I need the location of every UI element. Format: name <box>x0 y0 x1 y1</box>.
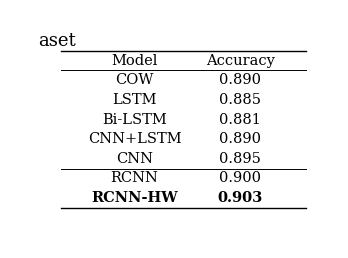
Text: CNN: CNN <box>116 152 153 166</box>
Text: Accuracy: Accuracy <box>206 54 275 68</box>
Text: 0.900: 0.900 <box>219 172 261 186</box>
Text: 0.895: 0.895 <box>219 152 261 166</box>
Text: CNN+LSTM: CNN+LSTM <box>88 132 181 146</box>
Text: COW: COW <box>116 73 154 87</box>
Text: Model: Model <box>111 54 158 68</box>
Text: Bi-LSTM: Bi-LSTM <box>102 112 167 127</box>
Text: LSTM: LSTM <box>112 93 157 107</box>
Text: 0.881: 0.881 <box>219 112 261 127</box>
Text: aset: aset <box>38 32 76 50</box>
Text: 0.885: 0.885 <box>219 93 261 107</box>
Text: 0.903: 0.903 <box>218 191 263 205</box>
Text: 0.890: 0.890 <box>219 132 261 146</box>
Text: RCNN: RCNN <box>111 172 159 186</box>
Text: RCNN-HW: RCNN-HW <box>91 191 178 205</box>
Text: 0.890: 0.890 <box>219 73 261 87</box>
